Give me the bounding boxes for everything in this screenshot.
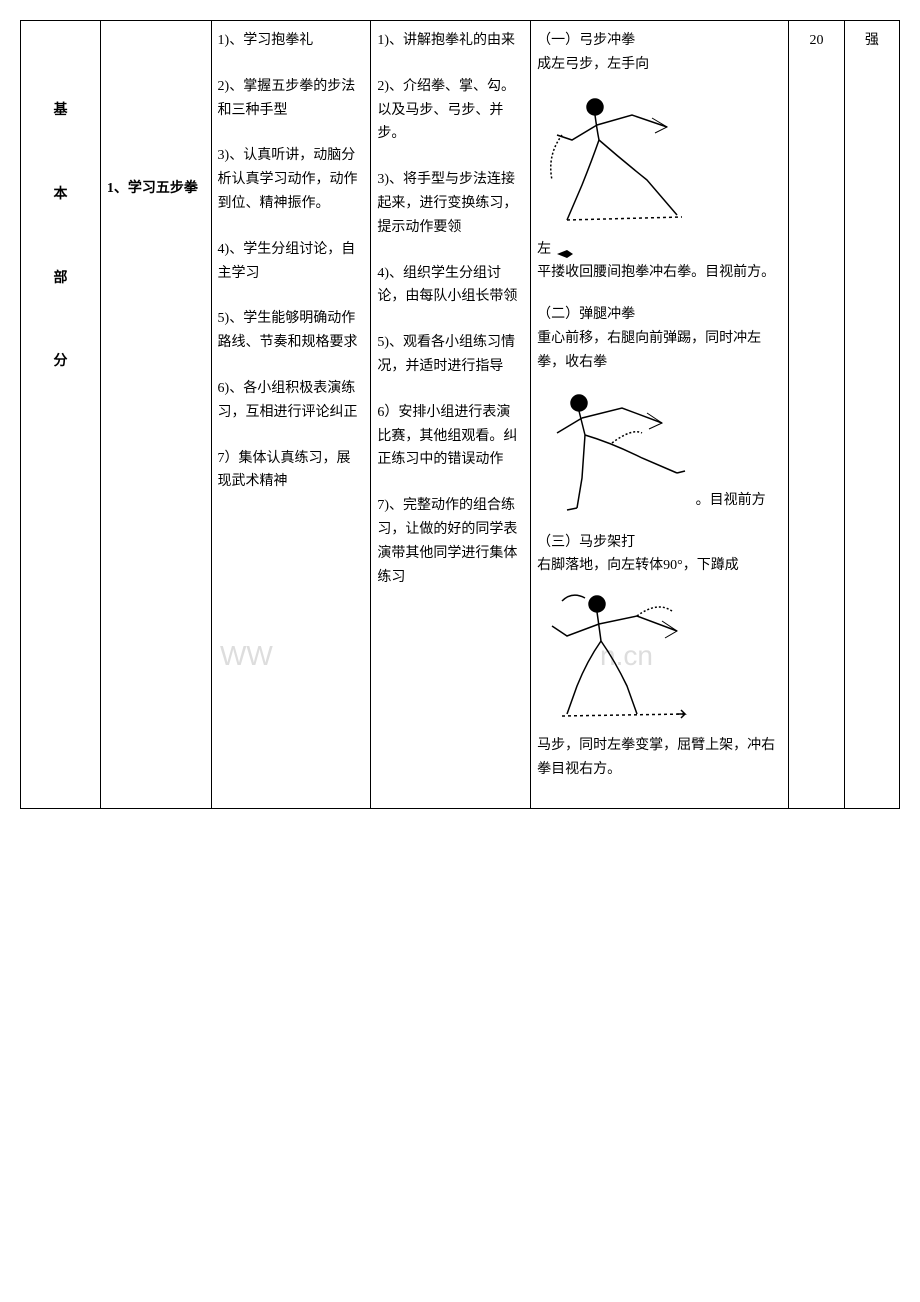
- duration-cell: 20: [789, 21, 844, 809]
- move-3-title: （三）马步架打: [537, 531, 782, 555]
- teacher-item-1: 1)、讲解抱拳礼的由来: [377, 29, 524, 53]
- move-3-block: （三）马步架打 右脚落地，向左转体90°，下蹲成: [537, 531, 782, 782]
- hand-icon: [555, 247, 575, 261]
- student-item-2: 2)、掌握五步拳的步法和三种手型: [218, 75, 365, 123]
- figure-2-container: 。目视前方: [537, 383, 782, 513]
- section-label: 基 本 部 分: [27, 29, 94, 444]
- student-item-6: 6)、各小组积极表演练习，互相进行评论纠正: [218, 377, 365, 425]
- intensity-cell: 强: [844, 21, 899, 809]
- char-3: 部: [27, 267, 94, 291]
- move-2-after-label: 。目视前方: [696, 493, 766, 508]
- topic-cell: 1、学习五步拳: [100, 21, 211, 809]
- teacher-item-4: 4)、组织学生分组讨论，由每队小组长带领: [377, 262, 524, 310]
- duration-value: 20: [809, 33, 823, 48]
- move-2-block: （二）弹腿冲拳 重心前移，右腿向前弹踢，同时冲左拳，收右拳: [537, 303, 782, 512]
- horse-stance-figure: [537, 586, 692, 726]
- student-item-4: 4)、学生分组讨论，自主学习: [218, 238, 365, 286]
- move-1-line1: 成左弓步，左手向: [537, 53, 782, 77]
- figure-1-container: [537, 85, 782, 230]
- topic-title: 1、学习五步拳: [107, 29, 205, 208]
- figure-3-container: [537, 586, 782, 726]
- char-2: 本: [27, 183, 94, 207]
- move-2-line1: 重心前移，右腿向前弹踢，同时冲左拳，收右拳: [537, 327, 782, 375]
- student-item-5: 5)、学生能够明确动作路线、节奏和规格要求: [218, 307, 365, 355]
- intensity-value: 强: [865, 33, 879, 48]
- teacher-activity-cell: 1)、讲解抱拳礼的由来 2)、介绍拳、掌、勾。以及马步、弓步、并步。 3)、将手…: [371, 21, 531, 809]
- char-1: 基: [27, 99, 94, 123]
- document-container: WW n.cn 基 本 部 分 1、学习五步拳 1)、学习抱拳礼 2)、掌握五步…: [20, 20, 900, 809]
- char-4: 分: [27, 350, 94, 374]
- move-3-line1: 右脚落地，向左转体90°，下蹲成: [537, 554, 782, 578]
- student-item-3: 3)、认真听讲，动脑分析认真学习动作，动作到位、精神振作。: [218, 144, 365, 215]
- move-3-after-label: 马步，同时左拳变掌，屈臂上架，冲右拳目视右方。: [537, 734, 782, 782]
- teacher-item-2: 2)、介绍拳、掌、勾。以及马步、弓步、并步。: [377, 75, 524, 146]
- teacher-item-3: 3)、将手型与步法连接起来，进行变换练习，提示动作要领: [377, 168, 524, 239]
- student-activity-cell: 1)、学习抱拳礼 2)、掌握五步拳的步法和三种手型 3)、认真听讲，动脑分析认真…: [211, 21, 371, 809]
- move-1-left-label: 左: [537, 242, 551, 257]
- move-1-block: （一）弓步冲拳 成左弓步，左手向: [537, 29, 782, 285]
- teacher-item-6: 6）安排小组进行表演比赛，其他组观看。纠正练习中的错误动作: [377, 401, 524, 472]
- table-row: 基 本 部 分 1、学习五步拳 1)、学习抱拳礼 2)、掌握五步拳的步法和三种手…: [21, 21, 900, 809]
- snap-kick-figure: [537, 383, 692, 513]
- move-1-post: 平搂收回腰间抱拳冲右拳。目视前方。: [537, 261, 782, 285]
- move-2-title: （二）弹腿冲拳: [537, 303, 782, 327]
- student-item-7: 7）集体认真练习，展现武术精神: [218, 447, 365, 495]
- move-1-title: （一）弓步冲拳: [537, 29, 782, 53]
- bow-stance-figure: [537, 85, 692, 230]
- teacher-item-7: 7)、完整动作的组合练习，让做的好的同学表演带其他同学进行集体练习: [377, 494, 524, 589]
- lesson-plan-table: 基 本 部 分 1、学习五步拳 1)、学习抱拳礼 2)、掌握五步拳的步法和三种手…: [20, 20, 900, 809]
- move-1-after: 左: [537, 238, 782, 262]
- student-item-1: 1)、学习抱拳礼: [218, 29, 365, 53]
- teacher-item-5: 5)、观看各小组练习情况，并适时进行指导: [377, 331, 524, 379]
- section-label-cell: 基 本 部 分: [21, 21, 101, 809]
- illustration-cell: （一）弓步冲拳 成左弓步，左手向: [531, 21, 789, 809]
